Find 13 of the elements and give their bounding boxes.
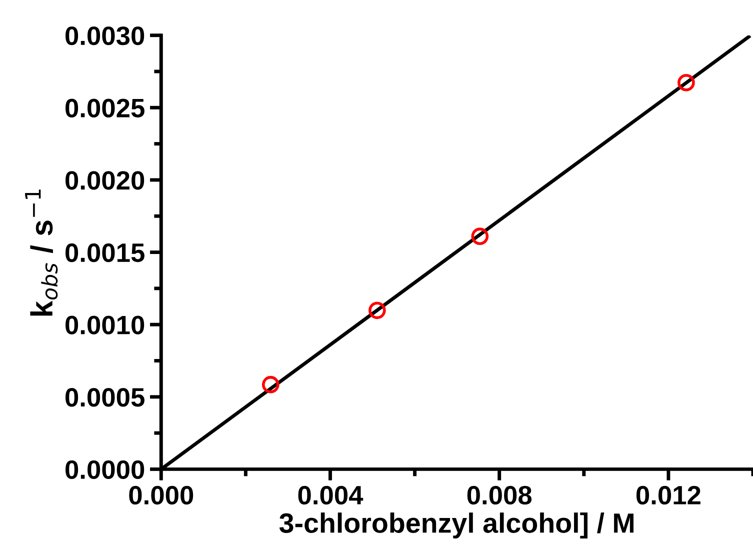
y-tick-label: 0.0015 xyxy=(66,243,144,262)
x-tick-label: 0.000 xyxy=(129,486,194,505)
y-tick-label: 0.0005 xyxy=(66,388,144,407)
y-axis-title: k$_{obs}$ / s$^{−1}$ xyxy=(25,190,58,316)
y-tick-label: 0.0000 xyxy=(66,460,144,480)
x-axis-title: 3-chlorobenzyl alcohol] / M xyxy=(279,512,634,538)
x-tick-label: 0.004 xyxy=(298,486,364,505)
x-tick-label: 0.012 xyxy=(636,486,700,505)
y-tick-label: 0.0020 xyxy=(66,171,144,190)
y-tick-label: 0.0010 xyxy=(66,316,144,334)
y-tick-label: 0.0025 xyxy=(66,98,144,118)
y-tick-label: 0.0030 xyxy=(66,26,144,46)
x-tick-label: 0.008 xyxy=(467,486,532,505)
